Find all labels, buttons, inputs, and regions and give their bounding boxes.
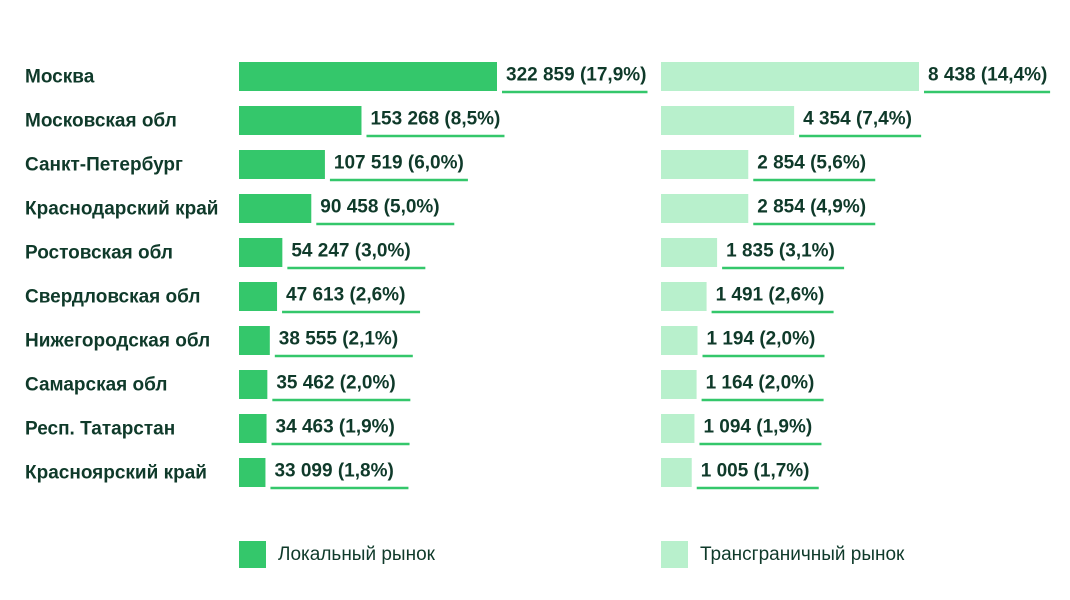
bar-crossborder: [661, 326, 698, 355]
bar-local: [239, 282, 278, 311]
bar-crossborder: [661, 194, 749, 223]
bar-crossborder: [661, 414, 695, 443]
data-label: 107 519 (6,0%): [334, 153, 464, 174]
data-label: 1 835 (3,1%): [726, 241, 835, 262]
bar-crossborder: [661, 106, 795, 135]
data-label: 1 164 (2,0%): [706, 373, 815, 394]
data-label: 90 458 (5,0%): [320, 197, 439, 218]
bar-local: [239, 106, 362, 135]
data-label: 1 194 (2,0%): [707, 329, 816, 350]
bar-local: [239, 150, 325, 179]
data-label: 153 268 (8,5%): [370, 109, 500, 130]
bar-local: [239, 238, 283, 267]
bar-crossborder: [661, 458, 692, 487]
legend-label: Локальный рынок: [278, 544, 436, 565]
bar-crossborder: [661, 62, 919, 91]
data-label: 34 463 (1,9%): [276, 417, 395, 438]
data-label: 1 491 (2,6%): [716, 285, 825, 306]
bar-local: [239, 194, 312, 223]
region-label: Москва: [25, 67, 95, 88]
bar-crossborder: [661, 150, 749, 179]
data-label: 47 613 (2,6%): [286, 285, 405, 306]
bar-local: [239, 326, 270, 355]
data-label: 1 094 (1,9%): [703, 417, 812, 438]
legend-swatch: [661, 541, 688, 568]
region-label: Респ. Татарстан: [25, 419, 175, 440]
region-label: Санкт-Петербург: [25, 155, 183, 176]
region-label: Самарская обл: [25, 375, 167, 396]
bar-crossborder: [661, 370, 697, 399]
legend-swatch: [239, 541, 266, 568]
data-label: 33 099 (1,8%): [274, 461, 393, 482]
data-label: 4 354 (7,4%): [803, 109, 912, 130]
bar-local: [239, 414, 267, 443]
region-label: Красноярский край: [25, 463, 207, 484]
data-label: 38 555 (2,1%): [279, 329, 398, 350]
bar-local: [239, 62, 497, 91]
data-label: 8 438 (14,4%): [928, 65, 1047, 86]
bar-crossborder: [661, 238, 718, 267]
data-label: 1 005 (1,7%): [701, 461, 810, 482]
legend-label: Трансграничный рынок: [700, 544, 905, 565]
region-label: Нижегородская обл: [25, 331, 210, 352]
data-label: 2 854 (4,9%): [757, 197, 866, 218]
bar-crossborder: [661, 282, 707, 311]
bar-local: [239, 458, 266, 487]
data-label: 2 854 (5,6%): [757, 153, 866, 174]
data-label: 322 859 (17,9%): [506, 65, 647, 86]
region-label: Московская обл: [25, 111, 177, 132]
region-label: Ростовская обл: [25, 243, 173, 264]
region-label: Свердловская обл: [25, 287, 201, 308]
data-label: 35 462 (2,0%): [276, 373, 395, 394]
bar-local: [239, 370, 268, 399]
region-label: Краснодарский край: [25, 199, 218, 220]
data-label: 54 247 (3,0%): [291, 241, 410, 262]
